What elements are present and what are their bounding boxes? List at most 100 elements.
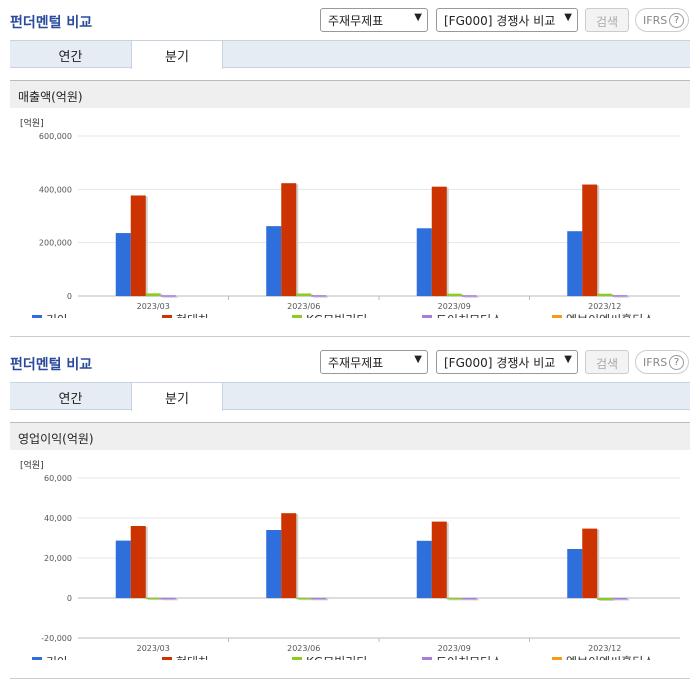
peer-group-select[interactable]: [FG000] 경쟁사 비교 ▼ (436, 8, 578, 32)
ifrs-label: IFRS (643, 356, 668, 369)
statement-select-value: 주재무제표 (328, 14, 384, 28)
ifrs-help-button[interactable]: IFRS ? (635, 8, 689, 32)
y-tick-label: 20,000 (44, 554, 72, 563)
bar (597, 598, 613, 600)
section-title: 펀더멘털 비교 (10, 15, 93, 31)
legend-swatch (162, 315, 172, 318)
bar (446, 293, 462, 296)
legend-swatch (292, 315, 302, 318)
bar (431, 186, 447, 296)
help-icon: ? (669, 355, 684, 370)
bar (416, 540, 432, 598)
legend-swatch (552, 315, 562, 318)
legend-swatch (162, 657, 172, 660)
section-header: 펀더멘털 비교 주재무제표 ▼ [FG000] 경쟁사 비교 ▼ 검색 IFRS… (0, 0, 696, 40)
tab-annual[interactable]: 연간 (58, 50, 83, 65)
tab-quarterly[interactable]: 분기 (131, 41, 223, 69)
y-tick-label: 0 (67, 292, 72, 301)
y-tick-label: 0 (67, 594, 72, 603)
unit-label: [억원] (20, 117, 44, 129)
bar-shadow (162, 598, 178, 601)
y-tick-label: 60,000 (44, 474, 72, 483)
legend-label: 현대차 (176, 655, 209, 660)
y-tick-label: 40,000 (44, 514, 72, 523)
period-tabs: 연간 분기 (10, 40, 690, 69)
chevron-down-icon: ▼ (564, 12, 572, 23)
bar (160, 295, 176, 297)
legend-label: 현대차 (176, 313, 209, 318)
section-header: 펀더멘털 비교 주재무제표 ▼ [FG000] 경쟁사 비교 ▼ 검색 IFRS… (0, 342, 696, 382)
bar (115, 540, 131, 598)
bar-shadow (313, 598, 329, 601)
bar (145, 293, 161, 296)
tab-annual[interactable]: 연간 (58, 392, 83, 407)
bar (266, 530, 282, 598)
y-tick-label: 400,000 (39, 185, 72, 194)
metric-title: 영업이익(억원) (10, 422, 690, 450)
chevron-down-icon: ▼ (414, 354, 422, 365)
y-tick-label: 600,000 (39, 132, 72, 141)
bar-shadow (448, 598, 464, 601)
legend-swatch (552, 657, 562, 660)
help-icon: ? (669, 13, 684, 28)
bar (296, 293, 312, 296)
bar (416, 228, 432, 296)
bar (281, 513, 297, 598)
statement-select[interactable]: 주재무제표 ▼ (320, 350, 428, 374)
tab-quarterly[interactable]: 분기 (131, 383, 223, 411)
peer-group-select[interactable]: [FG000] 경쟁사 비교 ▼ (436, 350, 578, 374)
bar (130, 195, 146, 296)
bar-shadow (614, 296, 630, 298)
bar (567, 549, 583, 598)
legend-label: 도이치모터스 (436, 655, 502, 660)
peer-group-select-value: [FG000] 경쟁사 비교 (444, 14, 556, 28)
statement-select[interactable]: 주재무제표 ▼ (320, 8, 428, 32)
x-tick-label: 2023/06 (287, 644, 320, 653)
operating-income-bar-chart: [억원] -20,000 0 20,000 40,000 60,000 2023/03 202… (20, 459, 680, 660)
bar (582, 184, 598, 296)
bar-shadow (313, 296, 329, 298)
divider (10, 336, 690, 337)
metric-title: 매출액(억원) (10, 80, 690, 108)
section-title: 펀더멘털 비교 (10, 357, 93, 373)
bar-shadow (463, 598, 479, 601)
bar-shadow (463, 296, 479, 298)
x-tick-label: 2023/09 (438, 302, 471, 311)
bar (311, 295, 327, 297)
bar (582, 528, 598, 598)
bar (130, 526, 146, 598)
search-button[interactable]: 검색 (585, 8, 629, 32)
y-tick-label: -20,000 (41, 634, 72, 643)
chevron-down-icon: ▼ (414, 12, 422, 23)
statement-select-value: 주재무제표 (328, 356, 384, 370)
ifrs-label: IFRS (643, 14, 668, 27)
search-button[interactable]: 검색 (585, 350, 629, 374)
legend-swatch (32, 315, 42, 318)
bar (115, 233, 131, 296)
ifrs-help-button[interactable]: IFRS ? (635, 350, 689, 374)
x-tick-label: 2023/03 (137, 644, 170, 653)
divider (10, 678, 690, 679)
peer-group-select-value: [FG000] 경쟁사 비교 (444, 356, 556, 370)
bar (446, 597, 462, 600)
revenue-bar-chart: [억원] 0 200,000 400,000 600,000 2023/03 2023/06… (20, 117, 680, 318)
bar (431, 521, 447, 598)
fundamental-section-operating-income: 펀더멘털 비교 주재무제표 ▼ [FG000] 경쟁사 비교 ▼ 검색 IFRS… (0, 342, 696, 684)
bar (597, 293, 613, 296)
x-tick-label: 2023/03 (137, 302, 170, 311)
bar (567, 231, 583, 296)
unit-label: [억원] (20, 459, 44, 471)
legend-swatch (422, 657, 432, 660)
bar (461, 295, 477, 297)
x-tick-label: 2023/06 (287, 302, 320, 311)
legend-swatch (292, 657, 302, 660)
bar-shadow (162, 296, 178, 298)
period-tabs: 연간 분기 (10, 382, 690, 411)
legend-label: 엘브이엠씨홀딩스 (566, 313, 654, 318)
bar (311, 597, 327, 600)
bar (266, 226, 282, 296)
bar (461, 597, 477, 600)
y-tick-label: 200,000 (39, 239, 72, 248)
legend-swatch (32, 657, 42, 660)
legend-label: 기아 (46, 313, 68, 318)
